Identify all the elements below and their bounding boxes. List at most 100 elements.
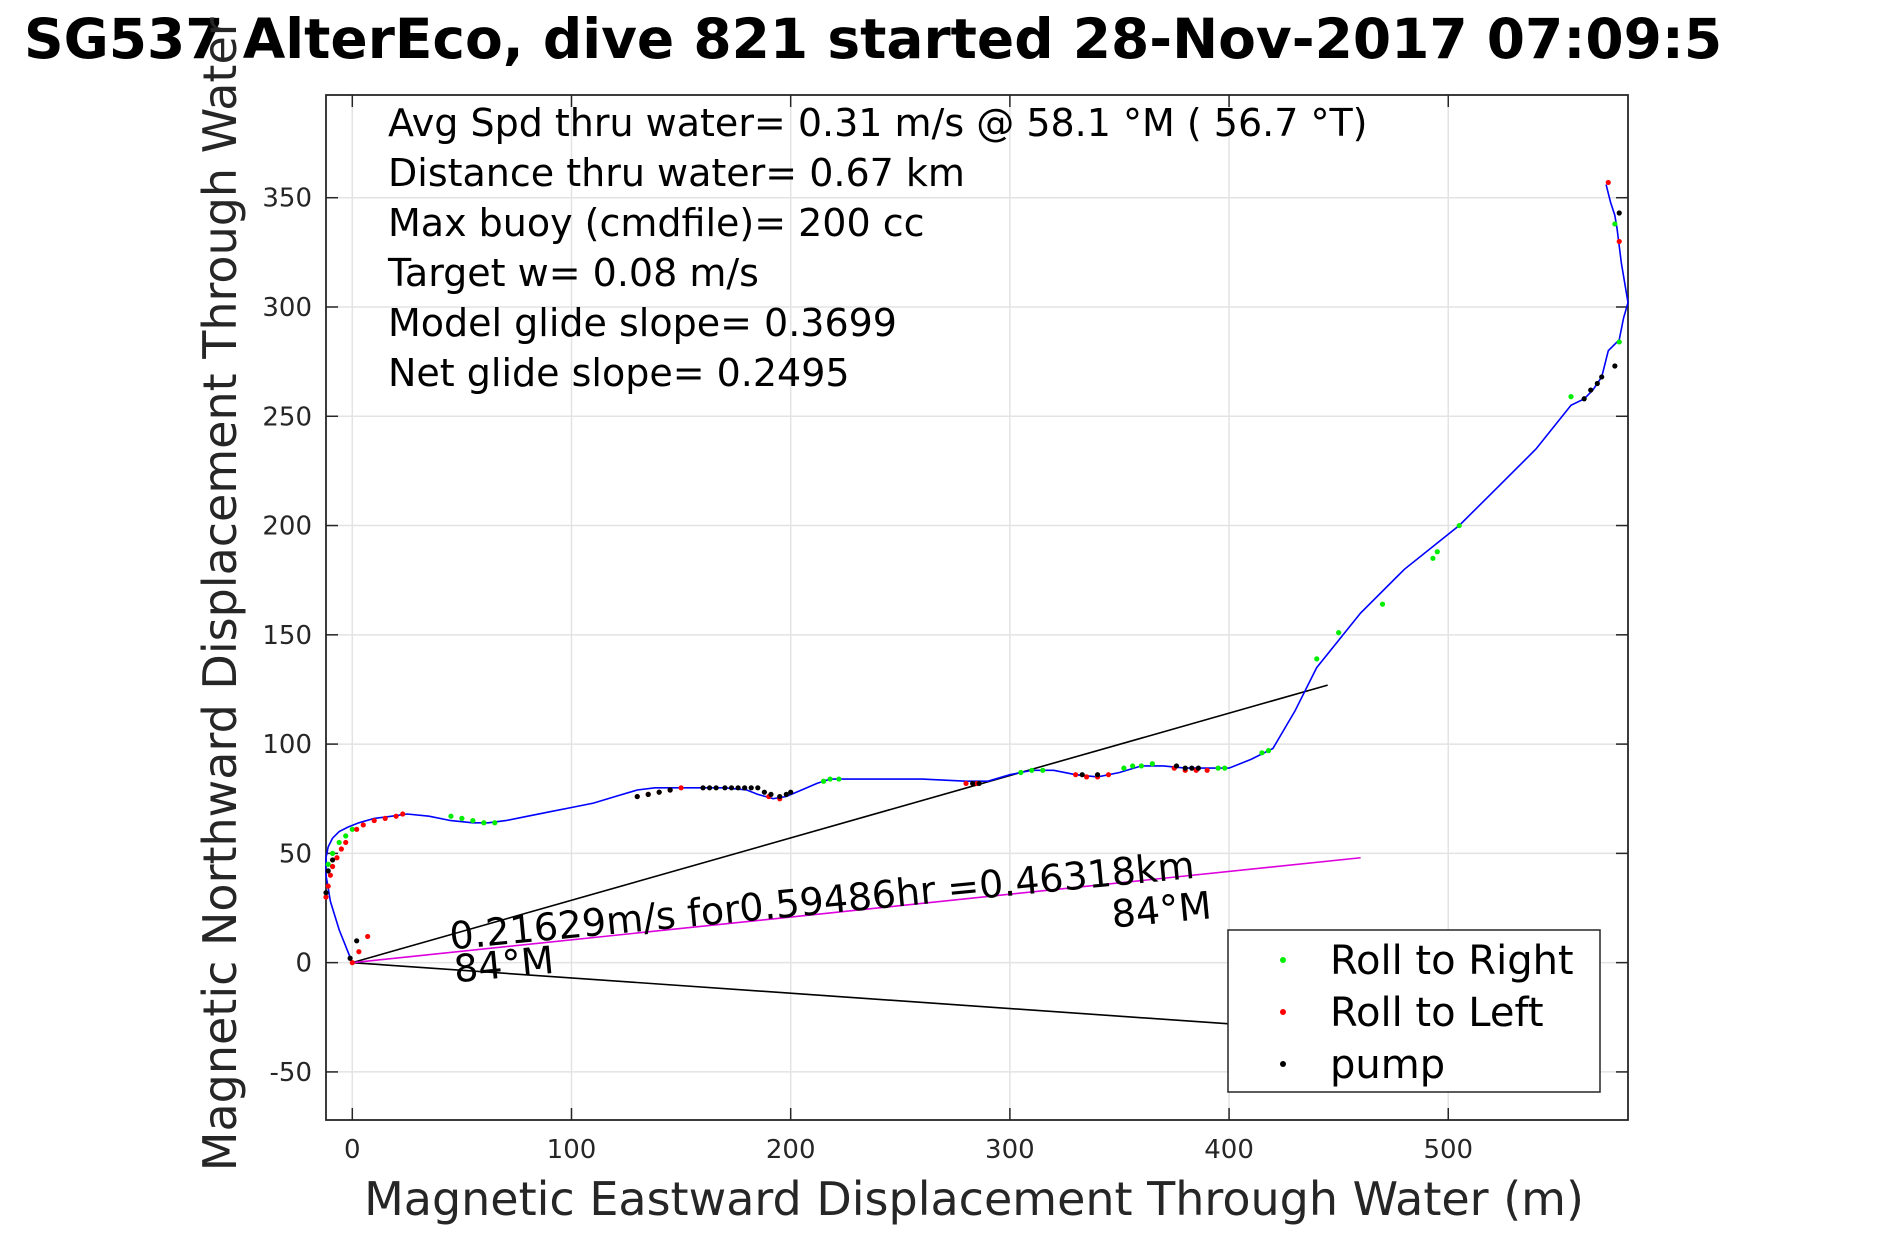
pump-marker bbox=[777, 793, 783, 800]
legend-label: pump bbox=[1330, 1042, 1445, 1088]
y-tick-label: 50 bbox=[279, 839, 312, 869]
pump-marker bbox=[1612, 363, 1618, 369]
pump-marker bbox=[645, 791, 651, 797]
pump-marker bbox=[700, 785, 706, 791]
roll-to-right-marker bbox=[470, 817, 476, 824]
pump-marker bbox=[748, 785, 754, 791]
roll-to-left-marker bbox=[1083, 774, 1090, 780]
legend-marker bbox=[1280, 957, 1286, 963]
chart-title: SG537 AlterEco, dive 821 started 28-Nov-… bbox=[24, 7, 1722, 71]
roll-to-left-marker bbox=[1605, 179, 1611, 186]
legend-box bbox=[1227, 929, 1601, 1093]
pump-marker bbox=[713, 785, 719, 791]
pump-marker bbox=[706, 785, 713, 791]
roll-to-left-marker bbox=[334, 855, 340, 861]
roll-to-right-marker bbox=[1568, 393, 1574, 400]
pump-marker bbox=[768, 791, 774, 797]
roll-to-left-marker bbox=[349, 960, 355, 966]
info-line: Max buoy (cmdfile)= 200 cc bbox=[388, 201, 925, 245]
pump-marker bbox=[1189, 765, 1195, 771]
roll-to-left-marker bbox=[1204, 767, 1210, 773]
info-line: Target w= 0.08 m/s bbox=[387, 251, 759, 295]
pump-marker bbox=[667, 787, 673, 793]
roll-to-left-marker bbox=[360, 822, 366, 828]
legend: Roll to Right Roll to Left pump bbox=[1227, 929, 1601, 1093]
roll-to-left-marker bbox=[371, 817, 377, 824]
pump-marker bbox=[1581, 396, 1587, 402]
pump-marker bbox=[1182, 765, 1188, 771]
roll-to-right-marker bbox=[1259, 750, 1265, 756]
reference-line bbox=[352, 856, 1361, 964]
roll-to-left-marker bbox=[1073, 772, 1079, 778]
roll-to-right-marker bbox=[492, 820, 498, 826]
pump-marker bbox=[755, 785, 761, 791]
roll-to-right-marker bbox=[1029, 767, 1035, 773]
pump-marker bbox=[1599, 374, 1605, 380]
roll-to-right-marker bbox=[1430, 555, 1436, 561]
roll-to-right-marker bbox=[1314, 656, 1320, 662]
roll-to-left-marker bbox=[393, 813, 399, 819]
roll-to-right-marker bbox=[836, 776, 842, 782]
info-line: Model glide slope= 0.3699 bbox=[388, 301, 897, 345]
roll-to-right-marker bbox=[481, 820, 487, 826]
roll-to-left-marker bbox=[338, 846, 344, 852]
pump-marker bbox=[347, 955, 353, 961]
roll-to-left-marker bbox=[1105, 772, 1112, 778]
pump-marker bbox=[1195, 765, 1201, 771]
x-tick-label: 200 bbox=[766, 1135, 816, 1165]
x-tick-label: 0 bbox=[344, 1135, 361, 1165]
legend-marker bbox=[1280, 1061, 1286, 1067]
pump-marker bbox=[735, 785, 741, 791]
plot-frame bbox=[325, 94, 1629, 1121]
pump-marker bbox=[788, 789, 794, 795]
pump-marker bbox=[656, 789, 662, 795]
roll-to-right-marker bbox=[827, 776, 833, 782]
pump-marker bbox=[329, 857, 336, 863]
roll-to-right-marker bbox=[820, 778, 827, 784]
pump-marker bbox=[1079, 772, 1085, 778]
annotation-text: 84°M bbox=[1110, 883, 1214, 936]
info-text-block: Avg Spd thru water= 0.31 m/s @ 58.1 °M (… bbox=[387, 101, 1368, 395]
roll-to-left-marker bbox=[365, 933, 371, 940]
roll-to-right-marker bbox=[1130, 763, 1136, 769]
pump-marker bbox=[761, 789, 767, 795]
roll-to-right-marker bbox=[1121, 765, 1127, 771]
y-tick-label: -50 bbox=[270, 1058, 312, 1088]
pump-marker bbox=[1173, 763, 1180, 769]
y-tick-label: 300 bbox=[262, 293, 312, 323]
x-axis-label: Magnetic Eastward Displacement Through W… bbox=[364, 1172, 1584, 1226]
pump-marker bbox=[1616, 210, 1622, 216]
info-line: Net glide slope= 0.2495 bbox=[388, 351, 850, 395]
pump-marker bbox=[976, 780, 982, 787]
roll-to-left-marker bbox=[323, 894, 329, 900]
roll-to-left-marker bbox=[963, 780, 969, 787]
roll-to-left-marker bbox=[327, 872, 333, 878]
roll-to-right-marker bbox=[1265, 748, 1272, 754]
roll-to-right-marker bbox=[1616, 339, 1622, 345]
roll-to-right-marker bbox=[1456, 522, 1462, 529]
pump-marker bbox=[783, 791, 789, 797]
legend-marker bbox=[1280, 1009, 1286, 1015]
roll-to-right-marker bbox=[1379, 601, 1386, 607]
annotation-text: 84°M bbox=[452, 938, 556, 991]
roll-to-right-marker bbox=[329, 850, 336, 856]
pump-marker bbox=[1594, 380, 1600, 387]
roll-to-right-marker bbox=[1434, 549, 1440, 555]
roll-to-right-marker bbox=[1018, 769, 1024, 776]
roll-to-right-marker bbox=[336, 839, 342, 846]
roll-to-right-marker bbox=[343, 833, 349, 839]
roll-to-left-marker bbox=[382, 815, 388, 822]
roll-to-left-marker bbox=[400, 811, 406, 817]
roll-to-left-marker bbox=[1616, 238, 1622, 245]
roll-to-right-marker bbox=[1336, 630, 1342, 636]
roll-to-right-marker bbox=[325, 861, 331, 867]
info-line: Distance thru water= 0.67 km bbox=[388, 151, 965, 195]
legend-label: Roll to Left bbox=[1330, 990, 1544, 1036]
info-line: Avg Spd thru water= 0.31 m/s @ 58.1 °M (… bbox=[388, 101, 1368, 145]
roll-to-right-marker bbox=[1612, 221, 1618, 227]
roll-to-left-marker bbox=[678, 785, 684, 791]
reference-line bbox=[352, 684, 1328, 964]
x-tick-label: 100 bbox=[547, 1135, 597, 1165]
y-tick-label: 200 bbox=[262, 512, 312, 542]
